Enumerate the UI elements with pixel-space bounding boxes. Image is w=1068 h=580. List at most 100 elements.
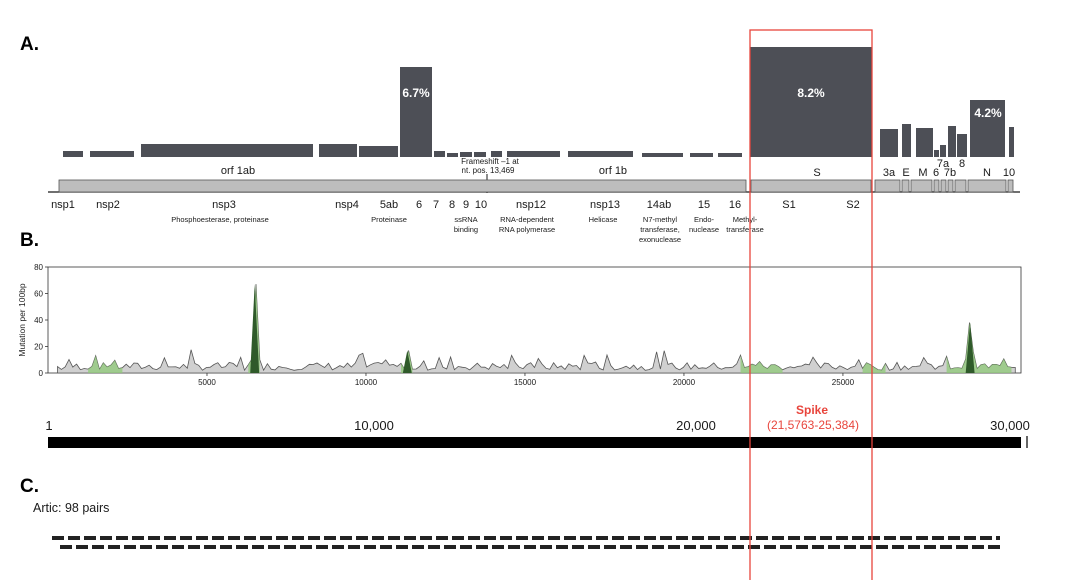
nsp-label-6: 6: [416, 199, 422, 211]
function-n7-3: exonuclease: [639, 235, 681, 244]
ruler-tick-30000: 30,000: [990, 418, 1030, 433]
bar-n: [970, 100, 1005, 157]
bar-3a: [880, 129, 898, 157]
gene-box-orf1ab: [58, 179, 747, 193]
region-7a: 7a: [937, 158, 950, 170]
bar-10b: [491, 151, 502, 157]
green-region-4: [862, 362, 886, 373]
bar-nsp12: [507, 151, 560, 157]
nsp-label-5ab: 5ab: [380, 199, 398, 211]
nsp-label-nsp12: nsp12: [516, 199, 546, 211]
nsp-label-s2: S2: [846, 199, 859, 211]
gene-box-7a: [940, 179, 947, 193]
function-5ab: Proteinase: [371, 215, 407, 224]
bar-label-6: 6.7%: [402, 86, 430, 100]
gene-box-m: [910, 179, 933, 193]
function-endo-1: Endo-: [694, 215, 715, 224]
x-tick-label: 15000: [514, 378, 537, 387]
x-tick-label: 20000: [673, 378, 696, 387]
nsp-label-14ab: 14ab: [647, 199, 671, 211]
y-tick-label: 20: [34, 343, 43, 352]
panel-b-label: B.: [20, 230, 39, 251]
x-axis: 5000 10000 15000 20000 25000: [198, 373, 855, 387]
gene-box-n: [967, 179, 1007, 193]
ruler-tick-10000: 10,000: [354, 418, 394, 433]
bar-10: [474, 152, 486, 157]
bar-14ab: [642, 153, 683, 157]
panel-c-label: C.: [20, 476, 39, 497]
nsp-label-nsp1: nsp1: [51, 199, 75, 211]
function-helicase: Helicase: [589, 215, 618, 224]
bar-label-s: 8.2%: [797, 86, 825, 100]
gene-box-7b: [947, 179, 954, 193]
mutation-area: [57, 284, 1016, 374]
bar-nsp13: [568, 151, 633, 157]
bar-nsp4: [319, 144, 357, 157]
genome-ruler: 1 10,000 20,000 30,000 Spike (21,5763-25…: [45, 403, 1030, 448]
bar-10c: [1009, 127, 1014, 157]
frameshift-line-2: nt. pos. 13,469: [462, 166, 515, 175]
spike-title: Spike: [796, 403, 828, 417]
ruler-tick-1: 1: [45, 418, 52, 433]
function-endo-2: nuclease: [689, 225, 719, 234]
region-7b: 7b: [944, 167, 956, 179]
region-n: N: [983, 167, 991, 179]
bar-8: [447, 153, 458, 157]
bar-7: [434, 151, 445, 157]
region-8: 8: [959, 158, 965, 170]
region-orf1b: orf 1b: [599, 165, 627, 177]
bar-nsp2: [90, 151, 134, 157]
nsp-label-16: 16: [729, 199, 741, 211]
bar-16: [718, 153, 742, 157]
y-tick-label: 80: [34, 263, 43, 272]
mutation-bars: 6.7% 8.2% 4.2%: [63, 47, 1014, 157]
x-tick-label: 10000: [355, 378, 378, 387]
function-ssrna-1: ssRNA: [454, 215, 477, 224]
bar-15: [690, 153, 713, 157]
gene-box-8: [954, 179, 967, 193]
gene-box-6: [933, 179, 940, 193]
amplicon-pairs: [52, 536, 1002, 549]
peak-0: [250, 284, 260, 373]
nsp-label-7: 7: [433, 199, 439, 211]
green-region-3: [740, 355, 783, 373]
function-rdrp-1: RNA-dependent: [500, 215, 555, 224]
function-rdrp-2: RNA polymerase: [499, 225, 555, 234]
region-6: 6: [933, 167, 939, 179]
region-orf1ab: orf 1ab: [221, 165, 255, 177]
bar-e: [902, 124, 911, 157]
gene-box-10: [1007, 179, 1014, 193]
bar-6: [400, 67, 432, 157]
region-10: 10: [1003, 167, 1015, 179]
gene-box-3a: [874, 179, 901, 193]
nsp-label-s1: S1: [782, 199, 795, 211]
nsp-label-9: 9: [463, 199, 469, 211]
peak-2: [965, 322, 975, 373]
nsp-label-nsp13: nsp13: [590, 199, 620, 211]
x-tick-label: 25000: [832, 378, 855, 387]
nsp-label-15: 15: [698, 199, 710, 211]
frameshift-line-1: Frameshift –1 at: [461, 157, 520, 166]
function-methyl-2: transferase: [726, 225, 764, 234]
bar-5ab: [359, 146, 398, 157]
y-axis: 0 20 40 60 80: [34, 263, 48, 378]
bar-8b: [957, 134, 967, 157]
bar-m: [916, 128, 933, 157]
function-methyl-1: Methyl-: [733, 215, 758, 224]
y-tick-label: 0: [39, 369, 44, 378]
y-axis-label: Mutation per 100bp: [17, 283, 27, 357]
panel-a-label: A.: [20, 34, 39, 55]
region-s: S: [813, 167, 820, 179]
bar-7b: [948, 126, 956, 157]
nsp-label-8: 8: [449, 199, 455, 211]
mutation-density-plot: 0 20 40 60 80 5000 10000 15000 20000 25000 Mutat…: [17, 263, 1022, 387]
gene-box-e: [901, 179, 910, 193]
peak-1: [402, 350, 412, 373]
plot-frame: [47, 266, 1022, 374]
nsp-label-nsp3: nsp3: [212, 199, 236, 211]
nsp-label-10: 10: [475, 199, 487, 211]
function-ssrna-2: binding: [454, 225, 478, 234]
function-n7-1: N7-methyl: [643, 215, 678, 224]
nsp-label-nsp2: nsp2: [96, 199, 120, 211]
bar-nsp3: [141, 144, 313, 157]
